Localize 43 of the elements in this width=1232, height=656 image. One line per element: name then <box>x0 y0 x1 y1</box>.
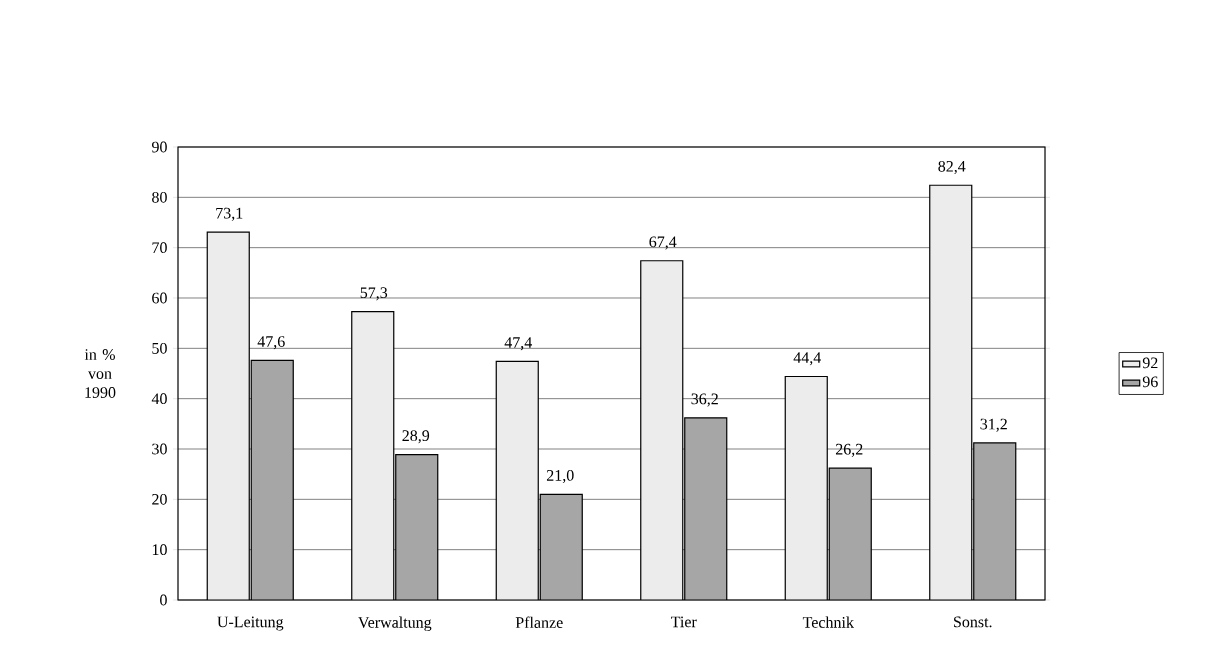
data-label: 47,6 <box>257 336 285 350</box>
y-tick-label: 10 <box>152 544 167 556</box>
data-label: 26,2 <box>835 443 863 457</box>
bar <box>351 310 395 600</box>
data-label: 57,3 <box>360 287 388 301</box>
data-label: 31,2 <box>980 418 1007 432</box>
data-label: 36,2 <box>691 393 718 407</box>
y-tick-label: 70 <box>152 242 167 254</box>
bar <box>929 184 973 600</box>
y-tick-label: 50 <box>152 342 167 354</box>
y-tick-label: 60 <box>152 292 167 304</box>
data-label: 44,4 <box>793 352 822 366</box>
data-label: 73,1 <box>216 207 243 221</box>
bar <box>250 359 294 600</box>
bar <box>828 467 872 600</box>
bar <box>395 453 439 600</box>
y-tick-label: 0 <box>160 594 167 606</box>
bar <box>784 375 828 600</box>
bar <box>539 493 583 600</box>
y-tick-label: 80 <box>152 191 167 203</box>
data-label: 28,9 <box>402 430 430 444</box>
data-label: 21,0 <box>546 470 574 484</box>
y-tick-label: 20 <box>152 493 167 505</box>
data-label: 47,4 <box>504 337 532 351</box>
y-tick-label: 90 <box>151 141 167 153</box>
x-tick-label: Verwaltung <box>358 616 432 632</box>
legend-label: 96 <box>1142 376 1158 388</box>
y-axis-title: in % von 1990 <box>84 349 116 398</box>
x-tick-label: Tier <box>671 616 697 628</box>
bar <box>495 360 539 600</box>
x-tick-label: Pflanze <box>515 616 563 628</box>
data-label: 82,4 <box>938 160 966 175</box>
legend-label: 92 <box>1142 357 1158 369</box>
y-tick-label: 40 <box>151 393 167 405</box>
x-tick-label: U-Leitung <box>217 616 284 631</box>
y-tick-label: 30 <box>152 443 167 455</box>
x-tick-label: Sonst. <box>954 616 992 628</box>
data-label: 67,4 <box>649 236 677 250</box>
bar <box>684 417 728 600</box>
bar <box>640 260 684 600</box>
bar <box>206 231 250 600</box>
x-tick-label: Technik <box>802 616 854 628</box>
bar <box>973 442 1017 600</box>
